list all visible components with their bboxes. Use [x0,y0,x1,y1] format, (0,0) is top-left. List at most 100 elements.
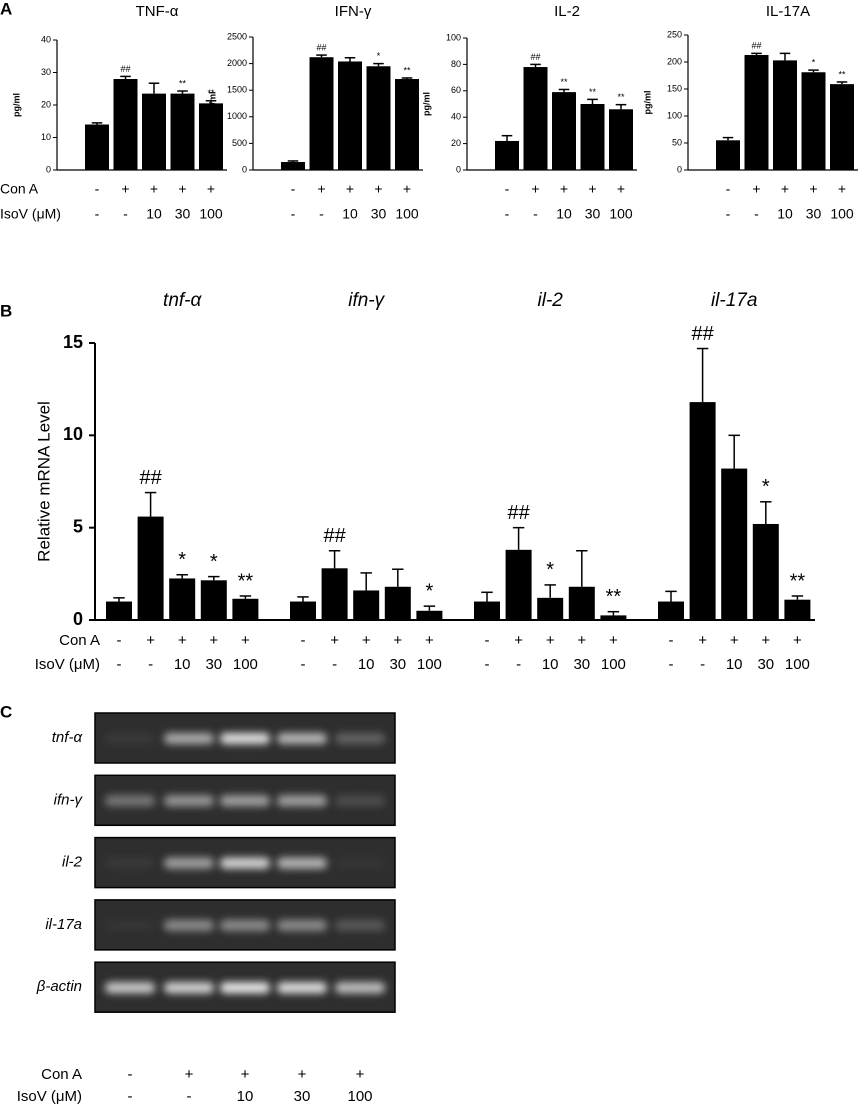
significance-label: ** [207,88,215,98]
treatment-name: IsoV (μM) [0,206,61,222]
y-tick-label: 20 [41,99,51,109]
treatment-label: + [761,632,770,649]
gel-band [164,857,214,869]
bar [658,601,684,620]
treatment-label: - [332,656,337,673]
bar [716,140,740,170]
significance-label: * [812,57,816,67]
treatment-label: 10 [174,656,191,673]
y-tick-label: 0 [46,164,51,174]
treatment-label: 100 [347,1088,372,1105]
treatment-label: - [319,206,324,222]
treatment-label: - [95,181,100,197]
bar [784,599,811,620]
treatment-label: + [781,181,789,197]
bar [353,590,380,620]
treatment-label: + [150,181,158,197]
gel-band [277,795,327,807]
bar [744,54,769,171]
treatment-label: - [301,632,306,649]
chart-title: IL-2 [554,3,580,20]
bar [801,72,826,170]
bar [142,93,166,170]
y-tick-label: 5 [73,516,83,536]
bar [281,162,305,170]
gel-band [220,919,270,931]
treatment-label: + [330,632,339,649]
treatment-label: - [301,656,306,673]
treatment-label: + [178,181,186,197]
treatment-label: - [754,206,759,222]
significance-label: ## [751,41,761,51]
gel-band [220,733,270,744]
significance-label: ** [403,65,411,75]
y-tick-label: 100 [667,110,682,120]
treatment-label: + [588,181,596,197]
gel-band [220,795,270,807]
treatment-label: 100 [395,206,419,222]
gel-row-label: il-2 [62,854,83,871]
treatment-label: 30 [389,656,406,673]
y-tick-label: 80 [451,59,461,69]
significance-label: ## [530,52,540,62]
y-tick-label: 100 [446,32,461,42]
y-axis-label: pg/ml [207,92,217,116]
group-title: ifn-γ [348,290,385,311]
y-axis-label: Relative mRNA Level [34,401,53,562]
gel-band [220,857,270,869]
treatment-label: - [505,181,510,197]
bar [338,61,362,170]
treatment-label: - [117,632,122,649]
group-title: il-2 [538,290,564,311]
gel-band [335,858,385,869]
treatment-label: + [752,181,760,197]
bar [830,84,854,170]
treatment-label: 30 [205,656,222,673]
gel-band [164,919,214,931]
y-tick-label: 20 [451,138,461,148]
gel-band [105,795,155,807]
treatment-label: 10 [556,206,572,222]
treatment-label: - [516,656,521,673]
treatment-label: 30 [757,656,774,673]
treatment-label: + [374,181,382,197]
gel-band [277,919,327,931]
significance-label: ## [323,525,346,547]
treatment-label: + [577,632,586,649]
treatment-label: + [209,632,218,649]
significance-label: * [210,551,218,573]
group-title: il-17a [711,290,757,311]
bar [290,601,316,620]
y-tick-label: 1000 [227,111,247,121]
y-tick-label: 500 [232,138,247,148]
bar [169,578,196,620]
treatment-label: - [485,632,490,649]
bar [137,516,164,620]
gel-band [164,733,214,744]
y-axis-label: pg/ml [11,93,21,117]
gel-band [105,733,155,744]
treatment-label: + [298,1066,307,1083]
gel-band [335,919,385,931]
gel-band [335,733,385,744]
treatment-label: + [241,1066,250,1083]
bar [505,549,532,620]
panel-label: C [0,702,12,721]
gel-band [277,733,327,744]
treatment-label: + [546,632,555,649]
treatment-label: 100 [199,206,223,222]
bar [106,601,132,620]
treatment-label: + [838,181,846,197]
bar [113,79,138,170]
chart-title: TNF-α [136,3,179,20]
treatment-label: + [146,632,155,649]
treatment-name: Con A [59,632,100,649]
gel-band [164,795,214,807]
y-tick-label: 40 [41,34,51,44]
bar [600,615,627,620]
treatment-label: - [669,656,674,673]
y-tick-label: 1500 [227,85,247,95]
treatment-label: - [700,656,705,673]
treatment-label: - [485,656,490,673]
bar [537,597,564,620]
